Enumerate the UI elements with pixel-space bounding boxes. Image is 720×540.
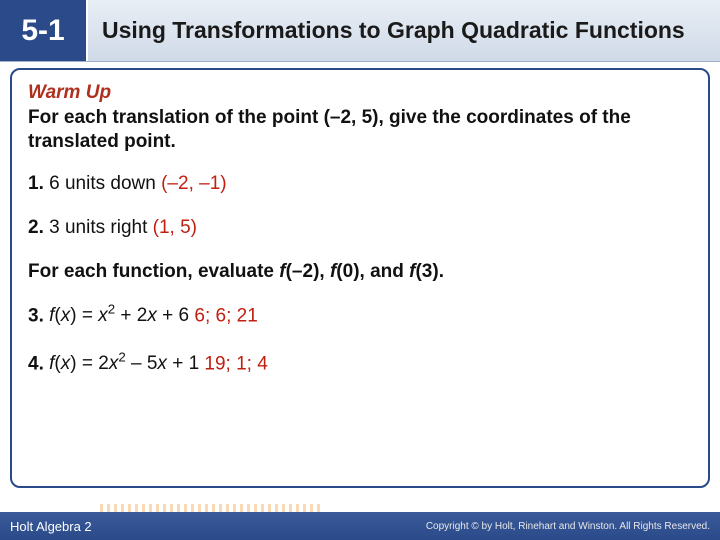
q3-tail: + 6: [157, 305, 195, 326]
footer-bar: Holt Algebra 2 Copyright © by Holt, Rine…: [0, 512, 720, 540]
q3-rest: + 2: [115, 305, 147, 326]
q4-x: x: [61, 353, 71, 374]
p2-m2: (0), and: [336, 261, 409, 282]
q3-expr: f(x) = x2 + 2x + 6: [49, 305, 194, 326]
question-2: 2. 3 units right (1, 5): [28, 216, 692, 241]
section-number: 5-1: [0, 0, 88, 61]
q2-text: 3 units right: [44, 217, 153, 238]
q3-close: ) =: [70, 305, 98, 326]
q4-tail: + 1: [167, 353, 205, 374]
q4-close: ) = 2: [70, 353, 109, 374]
q1-answer: (–2, –1): [161, 173, 226, 194]
q4-x2: x: [109, 353, 119, 374]
q4-expr: f(x) = 2x2 – 5x + 1: [49, 353, 204, 374]
q4-answer: 19; 1; 4: [204, 353, 267, 374]
p2-m1: (–2),: [286, 261, 330, 282]
prompt-translations: For each translation of the point (–2, 5…: [28, 106, 692, 154]
q3-xr: x: [147, 305, 157, 326]
warm-up-label: Warm Up: [28, 82, 692, 104]
q4-rest: – 5: [126, 353, 158, 374]
header-bar: 5-1 Using Transformations to Graph Quadr…: [0, 0, 720, 62]
q4-xr: x: [157, 353, 167, 374]
q2-number: 2.: [28, 217, 44, 238]
q4-number: 4.: [28, 353, 44, 374]
q2-answer: (1, 5): [153, 217, 197, 238]
q1-number: 1.: [28, 173, 44, 194]
q3-number: 3.: [28, 305, 44, 326]
content-box: Warm Up For each translation of the poin…: [10, 68, 710, 488]
footer-copyright: Copyright © by Holt, Rinehart and Winsto…: [426, 521, 710, 532]
footer-book-title: Holt Algebra 2: [10, 519, 92, 534]
q3-x: x: [61, 305, 71, 326]
q1-text: 6 units down: [44, 173, 161, 194]
decorative-dots: [100, 504, 320, 512]
question-3: 3. f(x) = x2 + 2x + 6 6; 6; 21: [28, 301, 692, 329]
p2-pre: For each function, evaluate: [28, 261, 279, 282]
header-title-wrap: Using Transformations to Graph Quadratic…: [88, 0, 720, 61]
q3-answer: 6; 6; 21: [194, 305, 257, 326]
header-title: Using Transformations to Graph Quadratic…: [102, 17, 685, 43]
question-1: 1. 6 units down (–2, –1): [28, 172, 692, 197]
prompt-evaluate: For each function, evaluate f(–2), f(0),…: [28, 261, 692, 283]
question-4: 4. f(x) = 2x2 – 5x + 1 19; 1; 4: [28, 349, 692, 377]
q3-x2: x: [98, 305, 108, 326]
content-wrap: Warm Up For each translation of the poin…: [0, 62, 720, 488]
p2-end: (3).: [415, 261, 444, 282]
q4-sup: 2: [118, 350, 125, 365]
